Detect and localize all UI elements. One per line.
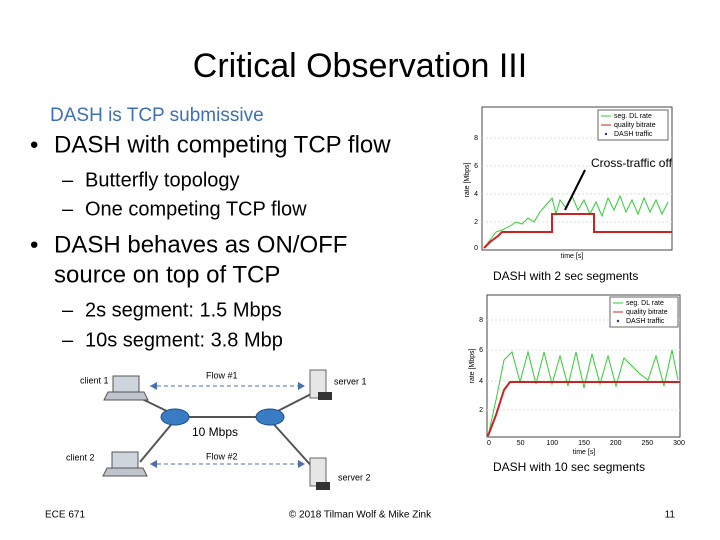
x-tick-label: 150 bbox=[578, 440, 590, 447]
sub-marker: – bbox=[62, 329, 74, 351]
x-tick-label: 100 bbox=[546, 440, 558, 447]
annotation: Cross-traffic off bbox=[591, 156, 673, 170]
legend-text: DASH traffic bbox=[626, 318, 665, 325]
y-tick-label: 4 bbox=[479, 378, 483, 385]
legend-text: seg. DL rate bbox=[626, 300, 664, 307]
caption: DASH with 10 sec segments bbox=[493, 460, 645, 474]
arrowhead bbox=[150, 460, 157, 468]
legend-swatch bbox=[604, 132, 608, 136]
x-axis-label: time [s] bbox=[561, 253, 584, 260]
server-base bbox=[318, 392, 332, 400]
router bbox=[160, 408, 190, 426]
node-label: client 1 bbox=[80, 375, 109, 385]
legend-swatch bbox=[616, 319, 620, 323]
bitrate-line bbox=[483, 213, 672, 249]
laptop-base bbox=[102, 467, 148, 477]
y-tick-label: 4 bbox=[474, 191, 478, 198]
bullet-marker: • bbox=[30, 231, 38, 258]
title: Critical Observation III bbox=[193, 47, 527, 85]
flow-label: Flow #1 bbox=[206, 370, 238, 380]
x-tick-label: 250 bbox=[641, 440, 653, 447]
sub-text: One competing TCP flow bbox=[85, 198, 307, 220]
x-tick-label: 300 bbox=[673, 440, 685, 447]
legend-text: seg. DL rate bbox=[614, 113, 652, 120]
y-tick-label: 6 bbox=[474, 163, 478, 170]
topology: client 1 client 2 server 1 server 2 Flow… bbox=[66, 369, 371, 490]
footer-left: ECE 671 bbox=[45, 510, 85, 521]
flow-label: Flow #2 bbox=[206, 451, 238, 461]
bullet-text: source on top of TCP bbox=[54, 261, 280, 288]
footer-center: © 2018 Tilman Wolf & Mike Zink bbox=[289, 510, 432, 521]
arrowhead bbox=[150, 382, 157, 390]
server-base bbox=[316, 482, 330, 490]
link-label: 10 Mbps bbox=[192, 425, 238, 439]
x-axis-label: time [s] bbox=[573, 449, 596, 456]
bullets: • DASH with competing TCP flow – Butterf… bbox=[30, 131, 391, 351]
sub-marker: – bbox=[62, 198, 74, 220]
legend-text: quality bitrate bbox=[626, 309, 668, 316]
plot-top: seg. DL rate quality bitrate DASH traffi… bbox=[464, 106, 673, 283]
node-label: server 1 bbox=[334, 376, 367, 386]
node-label: client 2 bbox=[66, 452, 95, 462]
arrowhead bbox=[298, 460, 305, 468]
link bbox=[269, 419, 316, 471]
arrowhead bbox=[298, 382, 305, 390]
y-axis-label: rate [Mbps] bbox=[464, 162, 471, 197]
caption: DASH with 2 sec segments bbox=[493, 269, 638, 283]
plot-bottom: seg. DL rate quality bitrate DASH traffi… bbox=[469, 294, 685, 474]
node-label: server 2 bbox=[338, 472, 371, 482]
router bbox=[255, 408, 285, 426]
x-ticks: 0 50 100 150 200 250 300 bbox=[487, 440, 685, 447]
y-tick-label: 0 bbox=[474, 245, 478, 252]
y-tick-label: 6 bbox=[479, 347, 483, 354]
y-tick-label: 8 bbox=[479, 317, 483, 324]
bullet-text: DASH behaves as ON/OFF bbox=[54, 231, 347, 258]
sub-marker: – bbox=[62, 169, 74, 191]
bullet-text: DASH with competing TCP flow bbox=[54, 131, 391, 158]
subtitle: DASH is TCP submissive bbox=[50, 105, 264, 126]
x-tick-label: 200 bbox=[610, 440, 622, 447]
sub-text: Butterfly topology bbox=[85, 169, 240, 191]
y-tick-label: 2 bbox=[474, 219, 478, 226]
rate-line bbox=[483, 194, 669, 249]
laptop bbox=[112, 375, 140, 393]
annotation-arrow bbox=[564, 169, 586, 211]
legend-text: DASH traffic bbox=[614, 131, 653, 138]
link bbox=[139, 419, 176, 463]
laptop-base bbox=[103, 391, 149, 401]
page-number: 11 bbox=[665, 510, 676, 521]
y-axis-label: rate [Mbps] bbox=[469, 348, 476, 383]
bitrate-line bbox=[487, 381, 680, 437]
sub-marker: – bbox=[62, 299, 74, 321]
x-tick-label: 0 bbox=[487, 440, 491, 447]
y-tick-label: 2 bbox=[479, 407, 483, 414]
laptop bbox=[111, 451, 139, 469]
sub-text: 10s segment: 3.8 Mbp bbox=[85, 329, 283, 351]
legend-text: quality bitrate bbox=[614, 122, 656, 129]
server bbox=[309, 457, 327, 487]
bullet-marker: • bbox=[30, 131, 38, 158]
footer: ECE 671 © 2018 Tilman Wolf & Mike Zink 1… bbox=[45, 510, 675, 521]
sub-text: 2s segment: 1.5 Mbps bbox=[85, 299, 282, 321]
y-tick-label: 8 bbox=[474, 135, 478, 142]
x-tick-label: 50 bbox=[517, 440, 525, 447]
